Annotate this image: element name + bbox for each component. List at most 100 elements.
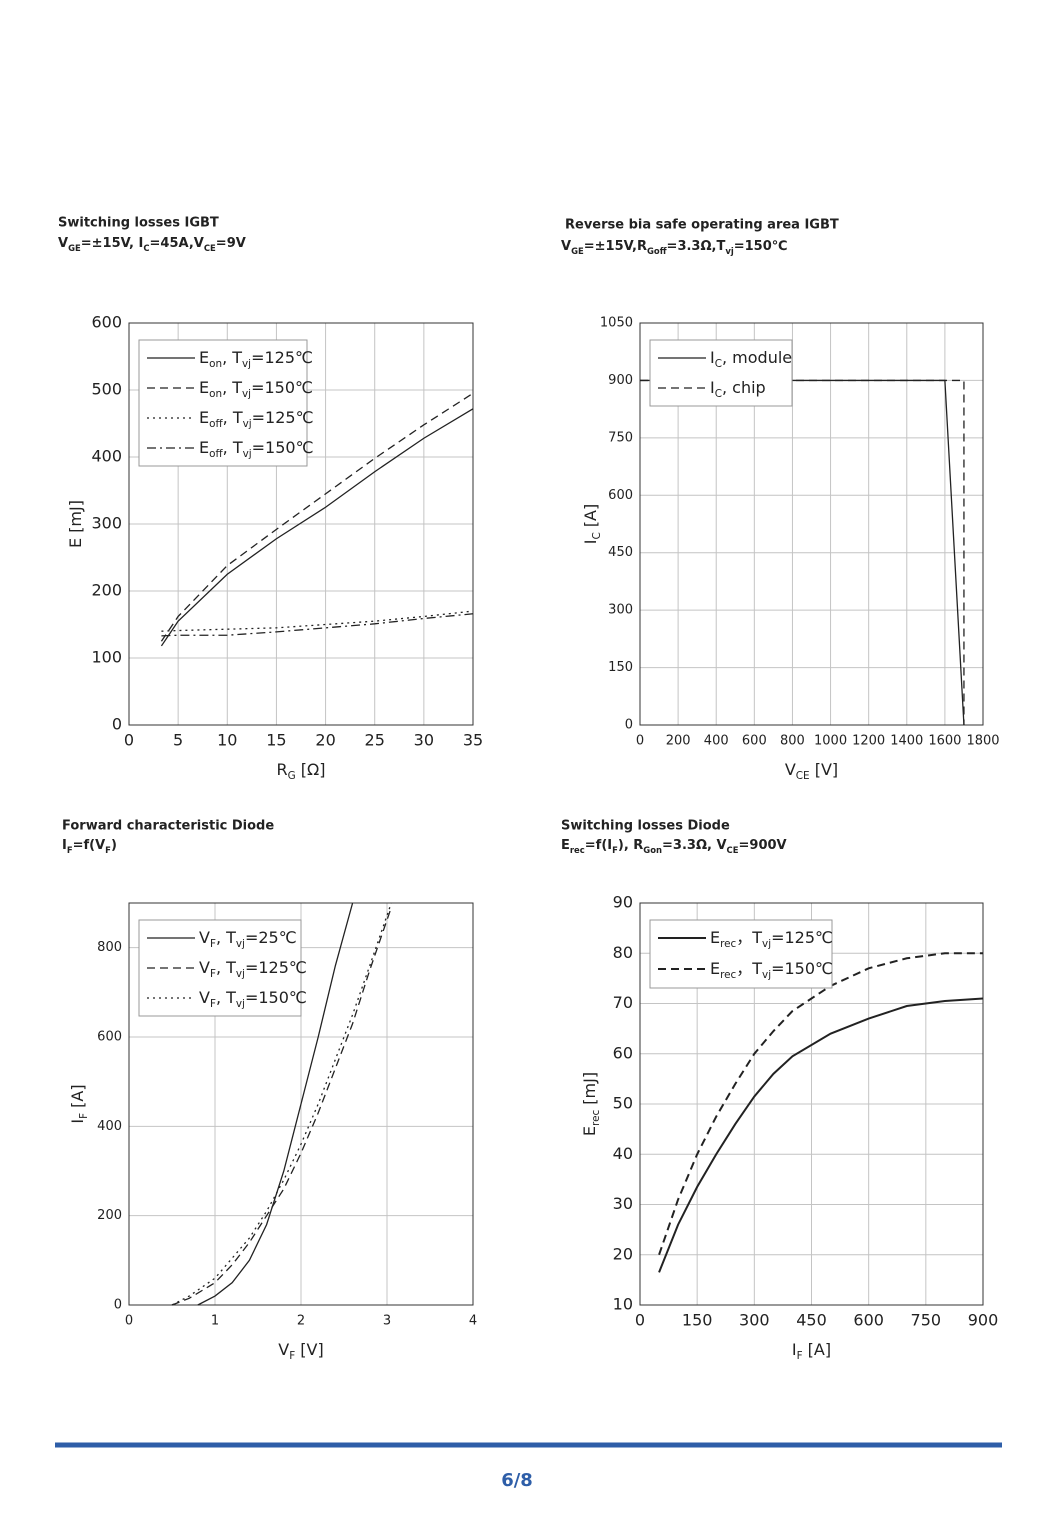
subscript: GE: [571, 246, 584, 256]
y-tick-label: 300: [608, 603, 633, 618]
legend-label: Eoff, Tvj=150℃: [199, 438, 314, 461]
plot-frame: [639, 902, 984, 1306]
legend-label: Eon, Tvj=125℃: [199, 348, 313, 371]
subscript: rec: [720, 969, 736, 981]
subscript: F: [78, 1113, 90, 1119]
legend-label: VF, Tvj=125℃: [199, 958, 307, 981]
text-part: V: [199, 988, 210, 1007]
y-tick-label: 90: [613, 893, 633, 912]
subscript: rec: [720, 938, 736, 950]
text-part: , module: [722, 348, 792, 367]
text-part: =900V: [739, 838, 787, 853]
text-part: =125℃: [252, 408, 314, 427]
chart: Forward characteristic DiodeIF=f(VF)0200…: [62, 819, 477, 1363]
text-part: I: [710, 348, 715, 367]
subscript: vj: [242, 388, 251, 400]
text-part: , chip: [722, 378, 766, 397]
y-tick-label: 0: [112, 715, 122, 734]
subscript: vj: [243, 448, 252, 460]
text-part: =150℃: [251, 378, 313, 397]
x-axis-label: VCE [V]: [785, 760, 838, 783]
legend-label: Erec，Tvj=125℃: [710, 928, 833, 951]
subscript: C: [591, 532, 603, 539]
x-tick-label: 15: [266, 731, 286, 750]
series-line: [658, 997, 984, 1273]
legend-box: [649, 339, 793, 407]
text-part: E: [199, 408, 209, 427]
y-axis-label: IC [A]: [581, 504, 604, 545]
y-tick-label: 100: [91, 648, 122, 667]
x-tick-label: 0: [124, 731, 134, 750]
subscript: vj: [243, 418, 252, 430]
text-part: =150℃: [245, 988, 307, 1007]
subscript: F: [210, 998, 216, 1010]
series-line: [160, 392, 474, 642]
y-tick-label: 750: [608, 430, 633, 445]
text-part: =3.3Ω, V: [662, 838, 727, 853]
subscript: F: [612, 845, 618, 855]
x-tick-label: 2: [297, 1314, 305, 1329]
y-tick-label: 600: [97, 1030, 122, 1045]
subscript: vj: [762, 938, 771, 950]
text-part: , T: [223, 438, 243, 457]
page-number: 6/8: [501, 1470, 533, 1491]
x-axis-label: VF [V]: [278, 1340, 323, 1363]
y-tick-label: 10: [613, 1295, 633, 1314]
series-line: [197, 902, 354, 1306]
x-tick-label: 30: [414, 731, 434, 750]
subscript: C: [715, 388, 722, 400]
text-part: [mJ]: [580, 1072, 599, 1110]
chart-title: Switching losses Diode: [561, 819, 730, 834]
y-tick-label: 800: [97, 940, 122, 955]
subscript: on: [209, 358, 222, 370]
subscript: GE: [68, 243, 81, 253]
y-axis-label: Erec [mJ]: [580, 1072, 603, 1136]
y-tick-label: 1050: [600, 316, 633, 331]
text-part: [Ω]: [296, 760, 326, 779]
text-part: =125℃: [245, 958, 307, 977]
y-tick-label: 600: [608, 488, 633, 503]
x-axis-label: RG [Ω]: [277, 760, 326, 783]
text-part: I: [62, 838, 67, 853]
text-part: , T: [223, 408, 243, 427]
plot-frame: [128, 322, 474, 726]
subscript: F: [210, 968, 216, 980]
text-part: I: [68, 1119, 87, 1124]
chart-subtitle: VGE=±15V, IC=45A,VCE=9V: [58, 236, 246, 253]
series-line: [161, 610, 474, 632]
series-line: [160, 408, 474, 647]
series-line: [161, 613, 474, 637]
x-tick-label: 1800: [966, 734, 999, 749]
text-part: [A]: [581, 504, 600, 533]
y-tick-label: 300: [91, 514, 122, 533]
chart-title: Forward characteristic Diode: [62, 819, 274, 834]
text-part: ，T: [736, 928, 762, 947]
text-part: =9V: [216, 236, 246, 251]
text-part: =25℃: [245, 928, 297, 947]
text-part: =f(V: [73, 838, 106, 853]
subscript: rec: [570, 845, 585, 855]
text-part: [A]: [803, 1340, 832, 1359]
subscript: rec: [590, 1110, 602, 1126]
x-tick-label: 900: [968, 1311, 999, 1330]
legend-label: Eoff, Tvj=125℃: [199, 408, 314, 431]
y-tick-label: 80: [613, 943, 633, 962]
x-tick-label: 4: [469, 1314, 477, 1329]
subscript: Gon: [643, 845, 662, 855]
subscript: vj: [242, 358, 251, 370]
y-tick-label: 50: [613, 1094, 633, 1113]
legend-label: IC, chip: [710, 378, 766, 401]
text-part: =±15V,R: [584, 239, 647, 254]
x-tick-label: 25: [365, 731, 385, 750]
legend-label: IC, module: [710, 348, 792, 371]
x-tick-label: 35: [463, 731, 483, 750]
text-part: ，T: [736, 959, 762, 978]
subscript: CE: [727, 845, 739, 855]
x-tick-label: 0: [636, 734, 644, 749]
text-part: , T: [216, 928, 236, 947]
text-part: V: [561, 239, 571, 254]
text-part: , T: [222, 348, 242, 367]
x-tick-label: 450: [796, 1311, 827, 1330]
plot-frame: [128, 902, 474, 1306]
